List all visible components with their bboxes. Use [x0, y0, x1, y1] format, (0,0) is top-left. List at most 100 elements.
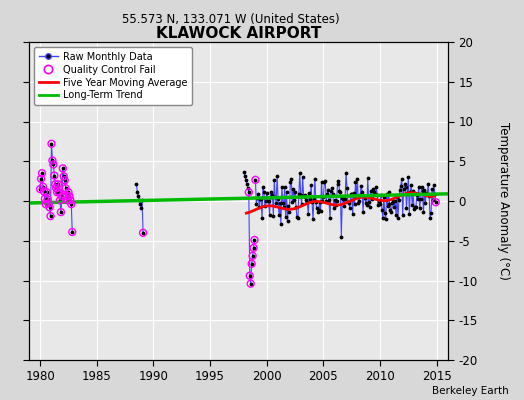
- Point: [137, 205, 145, 211]
- Point: [306, 196, 314, 202]
- Point: [384, 189, 392, 196]
- Title: KLAWOCK AIRPORT: KLAWOCK AIRPORT: [156, 26, 321, 41]
- Point: [58, 193, 66, 200]
- Point: [402, 205, 411, 211]
- Point: [60, 177, 69, 184]
- Point: [321, 178, 330, 185]
- Point: [328, 185, 336, 191]
- Point: [139, 230, 147, 236]
- Point: [245, 189, 253, 196]
- Point: [374, 202, 383, 208]
- Point: [399, 212, 407, 218]
- Point: [279, 204, 288, 210]
- Point: [395, 197, 403, 203]
- Point: [283, 218, 292, 225]
- Point: [312, 199, 320, 206]
- Point: [311, 176, 319, 182]
- Point: [66, 197, 74, 204]
- Point: [270, 177, 278, 183]
- Point: [36, 186, 45, 192]
- Point: [333, 180, 342, 187]
- Point: [55, 189, 63, 196]
- Point: [47, 140, 56, 147]
- Point: [292, 204, 300, 210]
- Point: [139, 230, 147, 236]
- Point: [57, 209, 65, 215]
- Point: [407, 182, 416, 188]
- Point: [400, 181, 409, 187]
- Point: [246, 272, 254, 279]
- Point: [351, 179, 359, 185]
- Point: [416, 205, 424, 211]
- Point: [60, 173, 68, 180]
- Point: [375, 199, 383, 205]
- Point: [287, 176, 296, 182]
- Point: [288, 199, 297, 205]
- Point: [408, 202, 417, 208]
- Point: [42, 189, 51, 196]
- Point: [371, 190, 379, 197]
- Point: [64, 189, 73, 196]
- Point: [49, 161, 58, 168]
- Point: [276, 200, 284, 206]
- Point: [252, 201, 260, 207]
- Point: [268, 192, 277, 199]
- Point: [414, 184, 423, 190]
- Point: [412, 203, 420, 210]
- Point: [246, 280, 255, 287]
- Point: [422, 190, 431, 196]
- Point: [260, 189, 268, 195]
- Point: [417, 196, 425, 202]
- Point: [347, 190, 356, 197]
- Point: [335, 188, 344, 194]
- Point: [41, 201, 50, 207]
- Point: [410, 206, 418, 213]
- Point: [363, 202, 371, 208]
- Point: [251, 176, 259, 183]
- Point: [340, 202, 348, 209]
- Point: [380, 210, 389, 216]
- Point: [309, 216, 317, 223]
- Point: [271, 194, 279, 200]
- Point: [330, 205, 338, 212]
- Point: [61, 185, 70, 192]
- Point: [331, 197, 339, 204]
- Point: [54, 181, 62, 188]
- Point: [384, 202, 392, 209]
- Point: [135, 197, 144, 204]
- Point: [301, 192, 310, 199]
- Point: [406, 189, 414, 196]
- Point: [418, 184, 426, 190]
- Point: [356, 191, 364, 198]
- Point: [429, 197, 437, 204]
- Point: [420, 187, 429, 193]
- Point: [389, 198, 397, 204]
- Point: [381, 216, 390, 223]
- Point: [247, 261, 256, 267]
- Point: [346, 191, 355, 197]
- Point: [393, 194, 401, 201]
- Point: [56, 197, 64, 204]
- Point: [266, 189, 275, 196]
- Point: [316, 208, 325, 214]
- Point: [334, 178, 343, 184]
- Point: [291, 189, 299, 195]
- Point: [248, 253, 257, 259]
- Point: [332, 198, 341, 204]
- Point: [68, 229, 77, 235]
- Point: [318, 178, 326, 185]
- Point: [46, 204, 54, 210]
- Point: [256, 195, 264, 202]
- Point: [245, 189, 253, 196]
- Point: [249, 245, 258, 251]
- Point: [60, 173, 68, 180]
- Point: [362, 200, 370, 206]
- Point: [265, 198, 273, 204]
- Point: [315, 198, 324, 205]
- Point: [242, 177, 250, 184]
- Point: [255, 204, 264, 210]
- Point: [392, 212, 400, 218]
- Point: [327, 188, 335, 194]
- Point: [299, 192, 308, 199]
- Point: [387, 208, 396, 215]
